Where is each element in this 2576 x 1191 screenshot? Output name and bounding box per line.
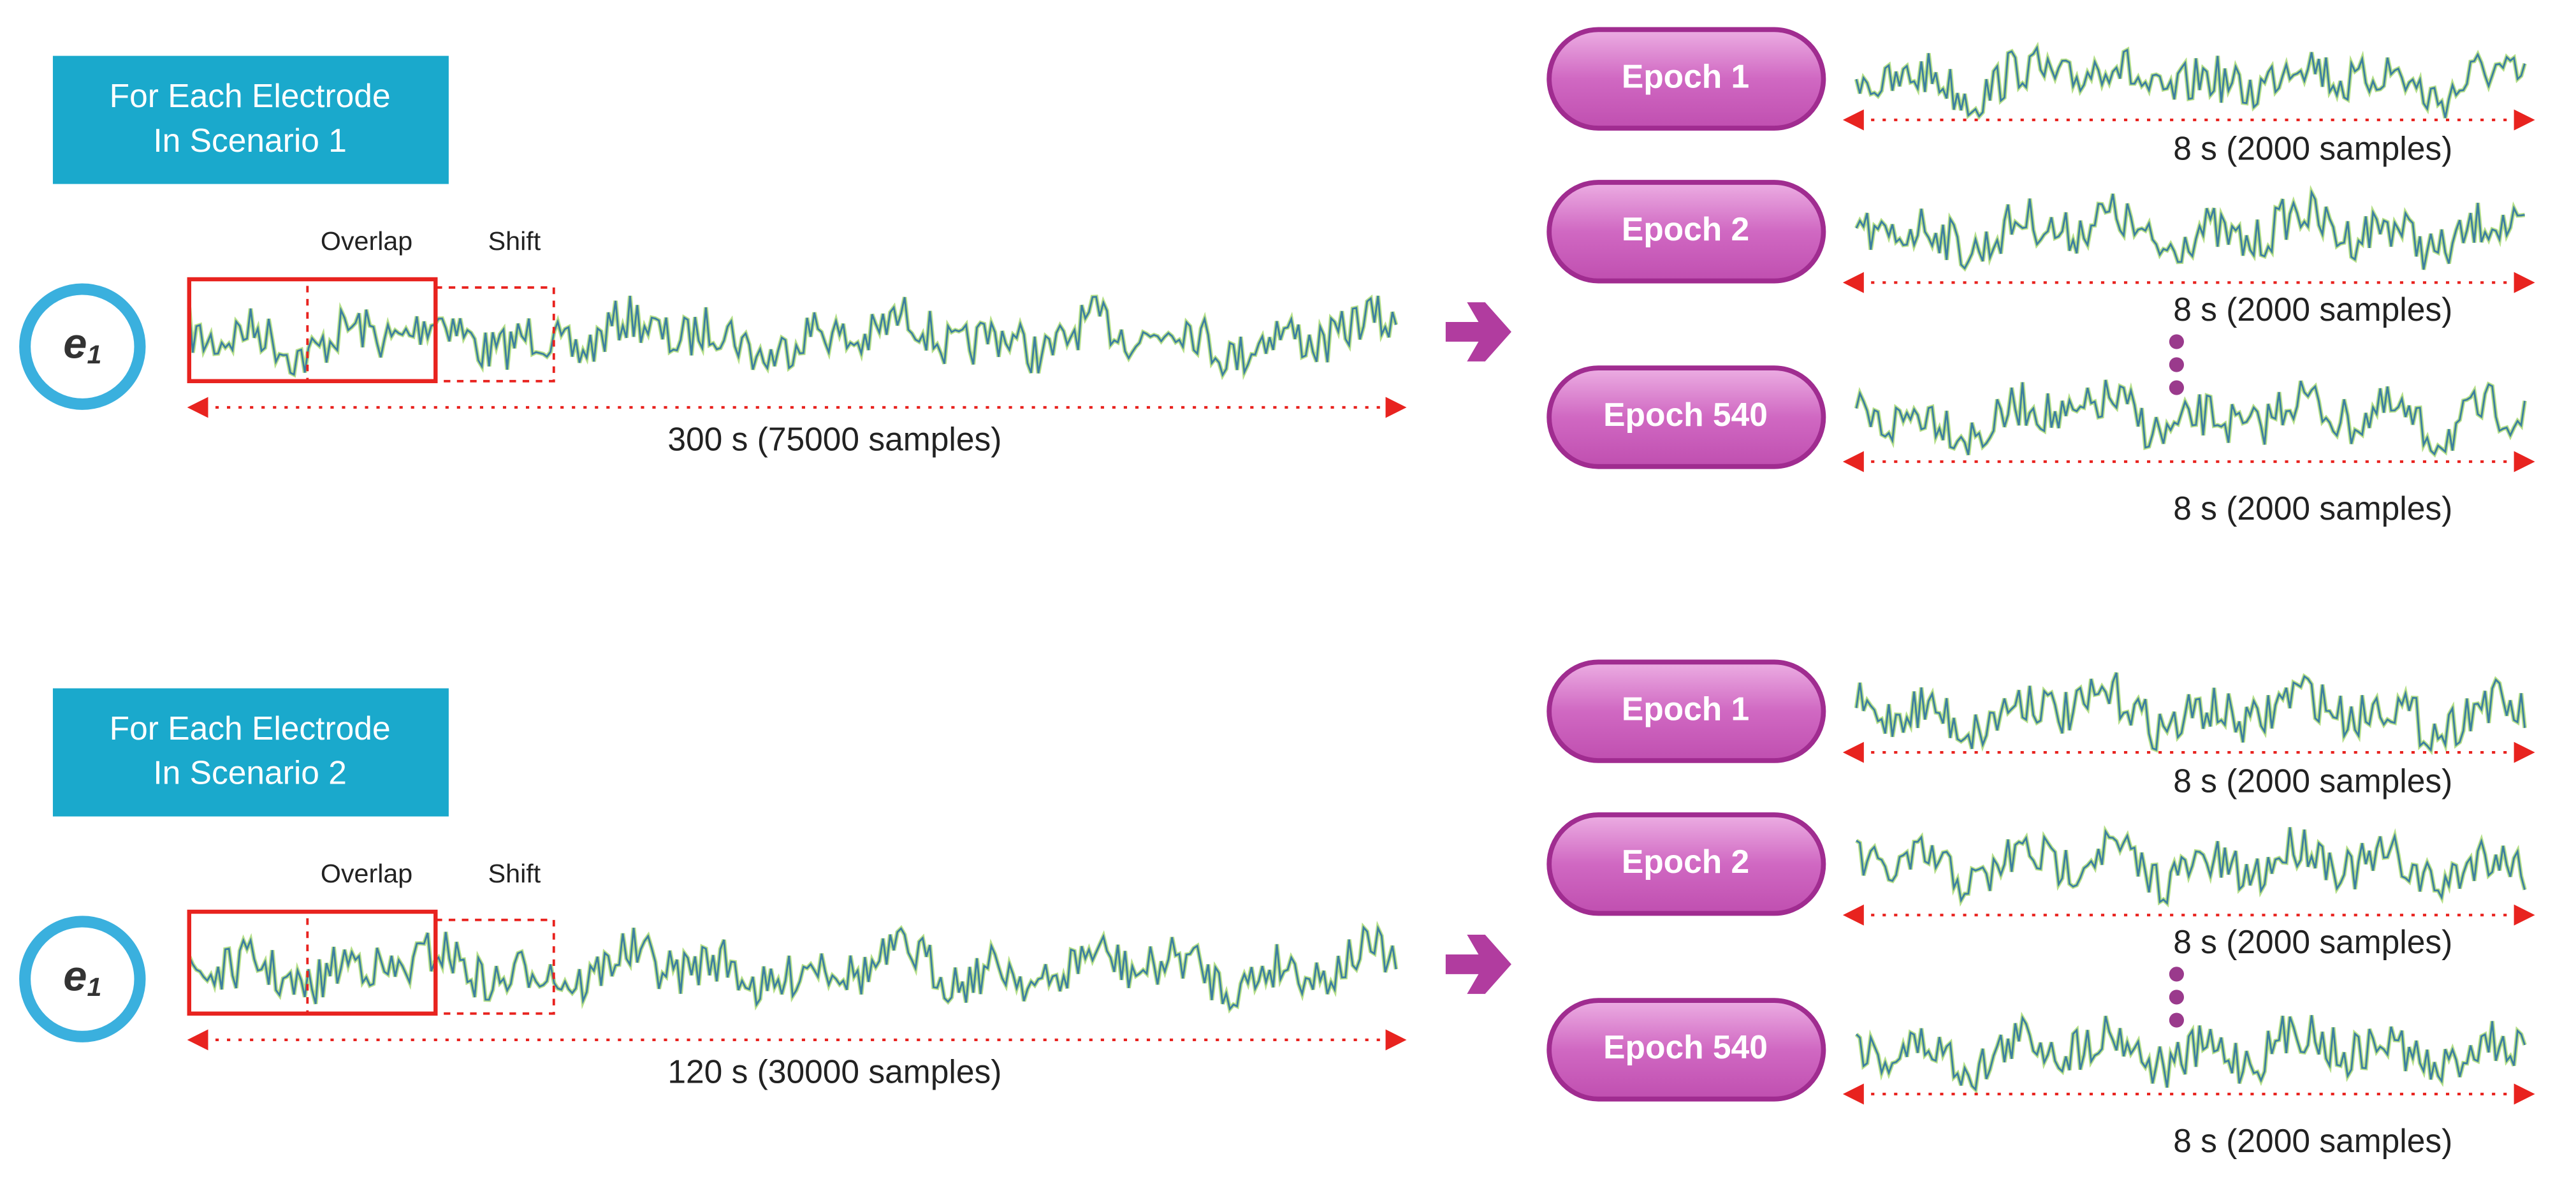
duration-label: 300 s (75000 samples) — [667, 421, 1001, 458]
title-box — [52, 688, 449, 817]
epoch-pill — [1546, 180, 1826, 284]
signal — [1855, 379, 2526, 456]
ellipsis-dot — [2169, 990, 2185, 1005]
title-line: In Scenario 1 — [153, 122, 347, 159]
ellipsis-dot — [2169, 967, 2185, 982]
flow-arrow — [1445, 935, 1511, 994]
title-line: For Each Electrode — [110, 710, 391, 747]
epoch-pill — [1546, 812, 1826, 916]
epoch-label: Epoch 540 — [1603, 1028, 1768, 1065]
overlap-box — [306, 278, 437, 383]
signal — [1855, 189, 2525, 270]
title-line: For Each Electrode — [110, 77, 391, 114]
electrode-subscript: 1 — [87, 340, 101, 369]
electrode-label: e1 — [63, 952, 101, 1002]
overlap-box — [306, 910, 437, 1015]
scenario: For Each Electrode In Scenario 2 e1 Overlap… — [19, 659, 2535, 1159]
epoch-label: Epoch 1 — [1622, 690, 1749, 727]
epoch-pill — [1546, 998, 1826, 1102]
overlap-label: Overlap — [321, 226, 412, 256]
epoch-duration: 8 s (2000 samples) — [2173, 1122, 2452, 1159]
epoch-pill — [1546, 365, 1826, 469]
epoch-duration: 8 s (2000 samples) — [2173, 490, 2452, 527]
epoch-label: Epoch 2 — [1622, 843, 1749, 880]
electrode-base: e — [63, 952, 87, 1000]
flow-arrow — [1445, 302, 1511, 362]
epoch-duration: 8 s (2000 samples) — [2173, 763, 2452, 800]
signal — [188, 295, 1397, 377]
signal-glow — [1854, 1011, 2527, 1094]
ellipsis-dot — [2169, 1012, 2185, 1028]
epoch-label: Epoch 1 — [1622, 57, 1749, 94]
epoch-duration: 8 s (2000 samples) — [2173, 923, 2452, 960]
ellipsis-dot — [2169, 357, 2185, 372]
ellipsis-dot — [2169, 380, 2185, 395]
signal — [1856, 827, 2526, 905]
epoch-pill — [1546, 659, 1826, 763]
scenario: For Each Electrode In Scenario 1 e1 Overlap… — [19, 27, 2535, 527]
title-line: In Scenario 2 — [153, 754, 347, 791]
shift-label: Shift — [488, 859, 541, 888]
signal-glow — [1854, 41, 2527, 121]
epoch-label: Epoch 2 — [1622, 210, 1749, 247]
epoch-duration: 8 s (2000 samples) — [2173, 130, 2452, 167]
epoch-duration: 8 s (2000 samples) — [2173, 291, 2452, 328]
epoch-pill — [1546, 27, 1826, 131]
electrode-base: e — [63, 319, 87, 367]
ellipsis-dot — [2169, 334, 2185, 349]
shift-box — [434, 918, 555, 1015]
duration-label: 120 s (30000 samples) — [667, 1053, 1001, 1090]
signal — [188, 924, 1397, 1011]
overlap-label: Overlap — [321, 859, 412, 888]
electrode-subscript: 1 — [87, 972, 101, 1002]
window-box — [187, 277, 438, 383]
electrode-label: e1 — [63, 319, 101, 369]
epoch-label: Epoch 540 — [1603, 396, 1768, 433]
signal — [1856, 1015, 2526, 1092]
electrode-ring — [19, 916, 146, 1042]
title-box — [52, 55, 449, 184]
shift-label: Shift — [488, 226, 541, 256]
electrode-ring — [19, 283, 146, 410]
signal — [1855, 672, 2526, 752]
signal-glow — [1855, 825, 2527, 908]
shift-box — [434, 286, 555, 383]
